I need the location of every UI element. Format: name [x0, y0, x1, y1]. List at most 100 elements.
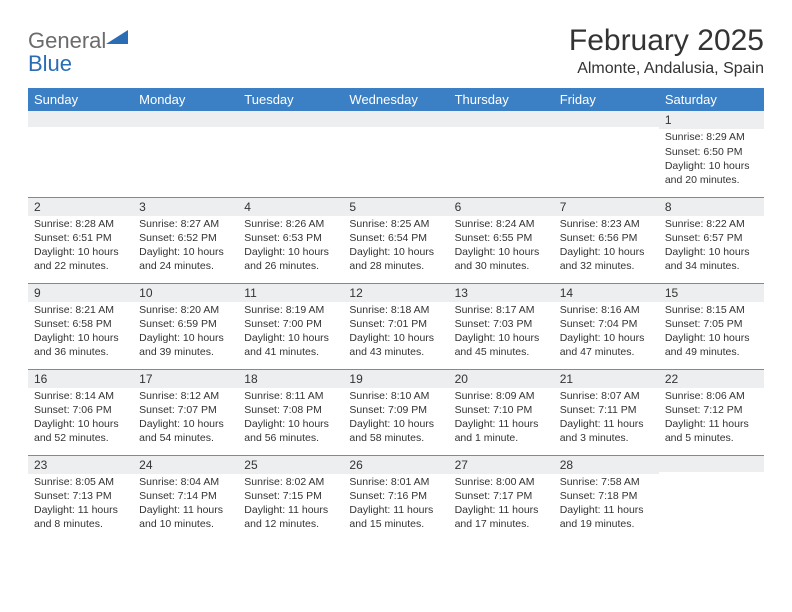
weekday-header: Sunday — [28, 88, 133, 111]
day-detail: Sunrise: 8:19 AMSunset: 7:00 PMDaylight:… — [238, 302, 343, 364]
day-detail-line: Daylight: 10 hours and 54 minutes. — [139, 417, 232, 445]
day-detail-line: Sunset: 6:58 PM — [34, 317, 127, 331]
day-detail-line: Sunset: 6:57 PM — [665, 231, 758, 245]
day-detail: Sunrise: 7:58 AMSunset: 7:18 PMDaylight:… — [554, 474, 659, 536]
day-number: 13 — [449, 284, 554, 302]
day-detail: Sunrise: 8:12 AMSunset: 7:07 PMDaylight:… — [133, 388, 238, 450]
calendar-day-cell: 24Sunrise: 8:04 AMSunset: 7:14 PMDayligh… — [133, 455, 238, 541]
day-detail-line: Daylight: 11 hours and 17 minutes. — [455, 503, 548, 531]
day-detail-line: Daylight: 10 hours and 28 minutes. — [349, 245, 442, 273]
day-detail-line: Daylight: 10 hours and 49 minutes. — [665, 331, 758, 359]
weekday-header: Thursday — [449, 88, 554, 111]
calendar-day-cell: 12Sunrise: 8:18 AMSunset: 7:01 PMDayligh… — [343, 283, 448, 369]
calendar-day-cell: 7Sunrise: 8:23 AMSunset: 6:56 PMDaylight… — [554, 197, 659, 283]
day-detail-line: Sunset: 6:56 PM — [560, 231, 653, 245]
logo-text-block: General Blue — [28, 30, 128, 76]
day-detail: Sunrise: 8:11 AMSunset: 7:08 PMDaylight:… — [238, 388, 343, 450]
day-detail-line: Daylight: 11 hours and 19 minutes. — [560, 503, 653, 531]
calendar-day-cell — [659, 455, 764, 541]
day-detail-line: Sunrise: 8:21 AM — [34, 303, 127, 317]
day-detail-line: Daylight: 10 hours and 39 minutes. — [139, 331, 232, 359]
day-detail-line: Sunset: 6:53 PM — [244, 231, 337, 245]
day-number — [449, 111, 554, 127]
day-detail-line: Sunrise: 8:02 AM — [244, 475, 337, 489]
day-detail — [554, 127, 659, 177]
calendar-day-cell: 23Sunrise: 8:05 AMSunset: 7:13 PMDayligh… — [28, 455, 133, 541]
day-detail: Sunrise: 8:05 AMSunset: 7:13 PMDaylight:… — [28, 474, 133, 536]
calendar-day-cell: 5Sunrise: 8:25 AMSunset: 6:54 PMDaylight… — [343, 197, 448, 283]
day-detail: Sunrise: 8:22 AMSunset: 6:57 PMDaylight:… — [659, 216, 764, 278]
calendar-day-cell: 10Sunrise: 8:20 AMSunset: 6:59 PMDayligh… — [133, 283, 238, 369]
day-number: 26 — [343, 456, 448, 474]
day-detail-line: Daylight: 10 hours and 52 minutes. — [34, 417, 127, 445]
day-detail-line: Sunrise: 8:23 AM — [560, 217, 653, 231]
day-detail: Sunrise: 8:26 AMSunset: 6:53 PMDaylight:… — [238, 216, 343, 278]
day-number: 27 — [449, 456, 554, 474]
day-detail: Sunrise: 8:27 AMSunset: 6:52 PMDaylight:… — [133, 216, 238, 278]
calendar-day-cell: 17Sunrise: 8:12 AMSunset: 7:07 PMDayligh… — [133, 369, 238, 455]
day-detail-line: Sunrise: 8:19 AM — [244, 303, 337, 317]
calendar-day-cell: 1Sunrise: 8:29 AMSunset: 6:50 PMDaylight… — [659, 111, 764, 197]
day-detail — [238, 127, 343, 177]
day-detail-line: Sunrise: 8:00 AM — [455, 475, 548, 489]
calendar-day-cell: 11Sunrise: 8:19 AMSunset: 7:00 PMDayligh… — [238, 283, 343, 369]
calendar-day-cell: 9Sunrise: 8:21 AMSunset: 6:58 PMDaylight… — [28, 283, 133, 369]
calendar-day-cell — [133, 111, 238, 197]
day-detail-line: Daylight: 10 hours and 47 minutes. — [560, 331, 653, 359]
day-number: 24 — [133, 456, 238, 474]
day-detail-line: Daylight: 10 hours and 56 minutes. — [244, 417, 337, 445]
day-detail-line: Sunrise: 8:22 AM — [665, 217, 758, 231]
day-detail-line: Sunset: 7:16 PM — [349, 489, 442, 503]
day-detail-line: Sunrise: 8:26 AM — [244, 217, 337, 231]
day-detail-line: Sunrise: 8:25 AM — [349, 217, 442, 231]
day-detail-line: Sunset: 6:51 PM — [34, 231, 127, 245]
day-detail-line: Daylight: 11 hours and 8 minutes. — [34, 503, 127, 531]
day-number: 7 — [554, 198, 659, 216]
calendar-day-cell — [238, 111, 343, 197]
day-number: 18 — [238, 370, 343, 388]
day-number — [133, 111, 238, 127]
day-number: 10 — [133, 284, 238, 302]
day-detail-line: Daylight: 10 hours and 20 minutes. — [665, 159, 758, 187]
day-detail-line: Sunset: 7:14 PM — [139, 489, 232, 503]
day-detail-line: Sunset: 7:11 PM — [560, 403, 653, 417]
day-detail — [343, 127, 448, 177]
calendar-day-cell: 16Sunrise: 8:14 AMSunset: 7:06 PMDayligh… — [28, 369, 133, 455]
day-detail-line: Sunset: 7:04 PM — [560, 317, 653, 331]
weekday-header: Wednesday — [343, 88, 448, 111]
calendar-day-cell: 3Sunrise: 8:27 AMSunset: 6:52 PMDaylight… — [133, 197, 238, 283]
day-detail: Sunrise: 8:07 AMSunset: 7:11 PMDaylight:… — [554, 388, 659, 450]
page-header: General Blue February 2025 Almonte, Anda… — [28, 24, 764, 78]
day-detail-line: Daylight: 11 hours and 10 minutes. — [139, 503, 232, 531]
calendar-page: General Blue February 2025 Almonte, Anda… — [0, 0, 792, 561]
calendar-day-cell: 18Sunrise: 8:11 AMSunset: 7:08 PMDayligh… — [238, 369, 343, 455]
calendar-day-cell: 22Sunrise: 8:06 AMSunset: 7:12 PMDayligh… — [659, 369, 764, 455]
day-detail: Sunrise: 8:23 AMSunset: 6:56 PMDaylight:… — [554, 216, 659, 278]
calendar-day-cell: 20Sunrise: 8:09 AMSunset: 7:10 PMDayligh… — [449, 369, 554, 455]
day-detail-line: Sunrise: 8:15 AM — [665, 303, 758, 317]
logo: General Blue — [28, 24, 128, 76]
day-detail — [28, 127, 133, 177]
calendar-week-row: 9Sunrise: 8:21 AMSunset: 6:58 PMDaylight… — [28, 283, 764, 369]
calendar-day-cell: 26Sunrise: 8:01 AMSunset: 7:16 PMDayligh… — [343, 455, 448, 541]
day-detail-line: Daylight: 11 hours and 3 minutes. — [560, 417, 653, 445]
day-number: 21 — [554, 370, 659, 388]
day-number: 6 — [449, 198, 554, 216]
day-detail: Sunrise: 8:28 AMSunset: 6:51 PMDaylight:… — [28, 216, 133, 278]
day-detail-line: Daylight: 10 hours and 45 minutes. — [455, 331, 548, 359]
day-detail-line: Sunrise: 8:29 AM — [665, 130, 758, 144]
day-detail-line: Daylight: 11 hours and 15 minutes. — [349, 503, 442, 531]
day-detail: Sunrise: 8:24 AMSunset: 6:55 PMDaylight:… — [449, 216, 554, 278]
day-detail-line: Daylight: 10 hours and 34 minutes. — [665, 245, 758, 273]
day-detail-line: Sunset: 7:10 PM — [455, 403, 548, 417]
day-detail-line: Daylight: 11 hours and 5 minutes. — [665, 417, 758, 445]
calendar-day-cell: 8Sunrise: 8:22 AMSunset: 6:57 PMDaylight… — [659, 197, 764, 283]
day-number: 2 — [28, 198, 133, 216]
day-detail-line: Sunrise: 8:01 AM — [349, 475, 442, 489]
day-number: 20 — [449, 370, 554, 388]
calendar-body: 1Sunrise: 8:29 AMSunset: 6:50 PMDaylight… — [28, 111, 764, 541]
calendar-day-cell: 14Sunrise: 8:16 AMSunset: 7:04 PMDayligh… — [554, 283, 659, 369]
day-detail-line: Sunset: 6:59 PM — [139, 317, 232, 331]
weekday-header: Friday — [554, 88, 659, 111]
logo-word1: General — [28, 28, 106, 53]
